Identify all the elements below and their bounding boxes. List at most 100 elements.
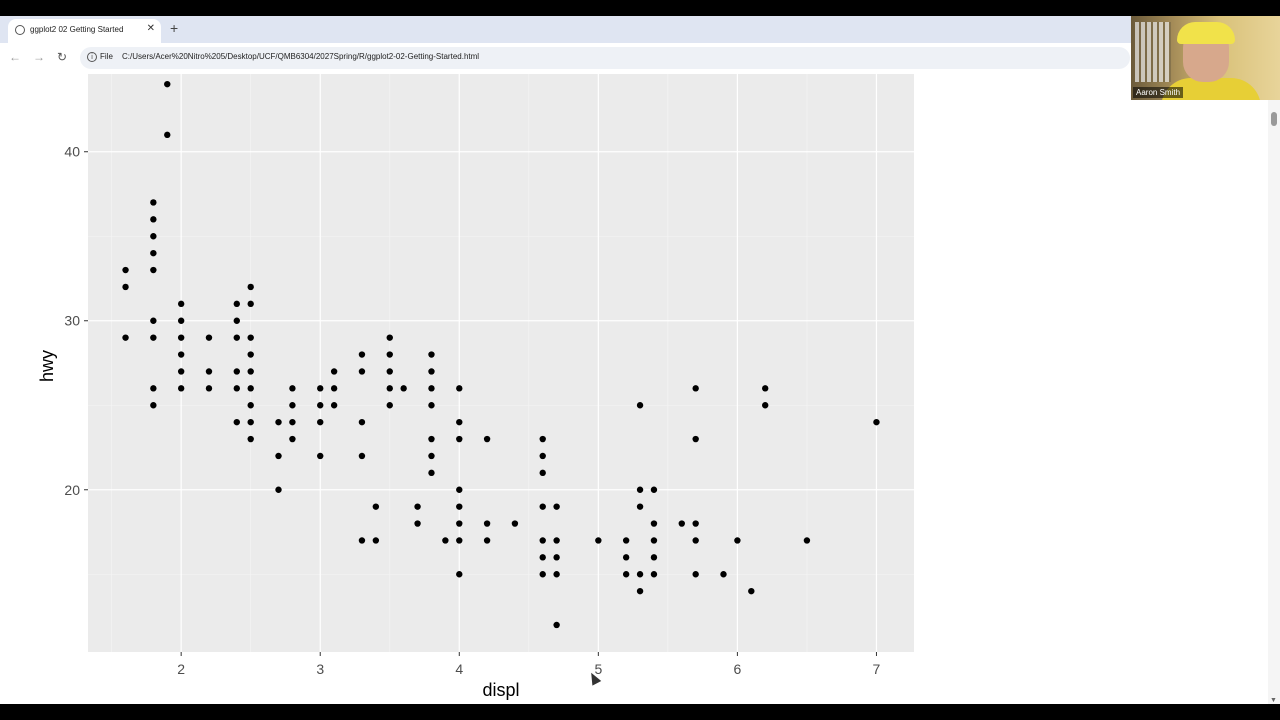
data-point: [205, 368, 213, 375]
data-point: [636, 486, 644, 493]
data-point: [177, 317, 185, 324]
data-point: [622, 537, 630, 544]
data-point: [233, 385, 240, 392]
scrollbar-thumb[interactable]: [1271, 112, 1277, 126]
data-point: [456, 385, 463, 392]
data-point: [386, 368, 393, 375]
data-point: [539, 554, 546, 561]
data-point: [456, 435, 463, 443]
data-point: [650, 486, 658, 493]
y-tick-label: 40: [64, 144, 80, 160]
data-point: [233, 418, 240, 426]
data-point: [177, 385, 185, 392]
page-content: 2 3 4 5 6 7 20 30 40 displ hwy: [0, 74, 1280, 704]
data-point: [748, 587, 755, 595]
data-point: [233, 317, 240, 324]
data-point: [456, 503, 463, 510]
data-point: [247, 334, 254, 341]
data-point: [414, 520, 421, 527]
data-point: [372, 537, 380, 544]
arrow-left-icon[interactable]: ←: [9, 50, 21, 64]
data-point: [358, 537, 366, 544]
info-icon[interactable]: i: [87, 52, 97, 62]
data-point: [247, 283, 254, 291]
tab-title: ggplot2 02 Getting Started: [30, 25, 124, 34]
data-point: [539, 452, 546, 460]
data-point: [622, 554, 630, 561]
data-point: [428, 402, 435, 409]
arrow-right-icon[interactable]: →: [33, 50, 45, 64]
grid-lines: [88, 74, 914, 652]
data-point: [720, 571, 727, 578]
reload-icon[interactable]: ↻: [57, 50, 68, 64]
data-point: [553, 537, 560, 544]
x-axis-label: displ: [482, 680, 519, 700]
data-point: [150, 249, 157, 257]
data-point: [650, 537, 658, 544]
data-point: [539, 537, 546, 544]
data-point: [275, 486, 282, 493]
data-point: [330, 385, 338, 392]
data-point: [386, 402, 393, 409]
data-point: [650, 571, 658, 578]
data-point: [386, 334, 393, 341]
scroll-down-icon[interactable]: ▼: [1270, 697, 1277, 704]
data-point: [164, 131, 171, 139]
data-point: [539, 571, 546, 578]
data-point: [177, 334, 185, 341]
data-point: [150, 199, 157, 206]
data-point: [358, 351, 366, 358]
x-tick-label: 7: [873, 661, 881, 677]
data-point: [317, 402, 324, 409]
data-point: [483, 537, 491, 544]
data-point: [762, 385, 769, 392]
y-tick-label: 30: [64, 313, 80, 329]
vertical-scrollbar[interactable]: ▲ ▼: [1268, 74, 1280, 704]
data-point: [317, 385, 324, 392]
data-point: [247, 385, 254, 392]
data-point: [247, 351, 254, 358]
data-point: [692, 520, 699, 527]
data-point: [636, 587, 644, 595]
data-point: [762, 402, 769, 409]
new-tab-button[interactable]: +: [170, 20, 179, 36]
browser-tab[interactable]: ggplot2 02 Getting Started ✕: [8, 19, 161, 43]
data-point: [456, 537, 463, 544]
globe-icon: [15, 25, 25, 35]
data-point: [164, 80, 171, 88]
data-point: [692, 385, 699, 392]
data-point: [150, 216, 157, 223]
data-point: [553, 571, 560, 578]
webcam-name-label: Aaron Smith: [1133, 87, 1184, 98]
data-point: [511, 520, 519, 527]
address-bar[interactable]: i File C:/Users/Acer%20Nitro%205/Desktop…: [80, 47, 1202, 69]
close-tab-icon[interactable]: ✕: [146, 23, 155, 34]
data-point: [400, 385, 407, 392]
data-point: [803, 537, 811, 544]
webcam-overlay: Aaron Smith: [1131, 16, 1280, 100]
data-point: [636, 571, 644, 578]
x-tick-label: 3: [316, 661, 324, 677]
data-point: [553, 554, 560, 561]
data-point: [122, 334, 129, 341]
url-text[interactable]: C:/Users/Acer%20Nitro%205/Desktop/UCF/QM…: [122, 52, 480, 61]
data-point: [247, 418, 254, 426]
data-point: [428, 351, 435, 358]
data-point: [275, 418, 282, 426]
data-point: [247, 402, 254, 409]
data-point: [372, 503, 380, 510]
data-point: [734, 537, 741, 544]
data-point: [317, 418, 324, 426]
data-point: [692, 537, 699, 544]
data-point: [428, 452, 435, 460]
data-point: [873, 418, 880, 426]
data-point: [233, 300, 240, 308]
scatter-chart: 2 3 4 5 6 7 20 30 40 displ hwy: [37, 74, 914, 700]
data-point: [428, 469, 435, 477]
data-point: [150, 266, 157, 274]
data-point: [456, 520, 463, 527]
data-points: [122, 80, 880, 629]
data-point: [330, 368, 338, 375]
webcam-person-cap: [1177, 22, 1235, 44]
data-point: [386, 351, 393, 358]
